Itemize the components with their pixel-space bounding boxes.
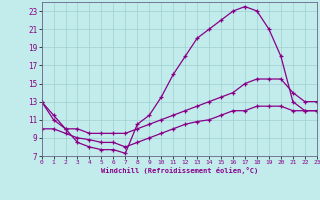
X-axis label: Windchill (Refroidissement éolien,°C): Windchill (Refroidissement éolien,°C) xyxy=(100,167,258,174)
